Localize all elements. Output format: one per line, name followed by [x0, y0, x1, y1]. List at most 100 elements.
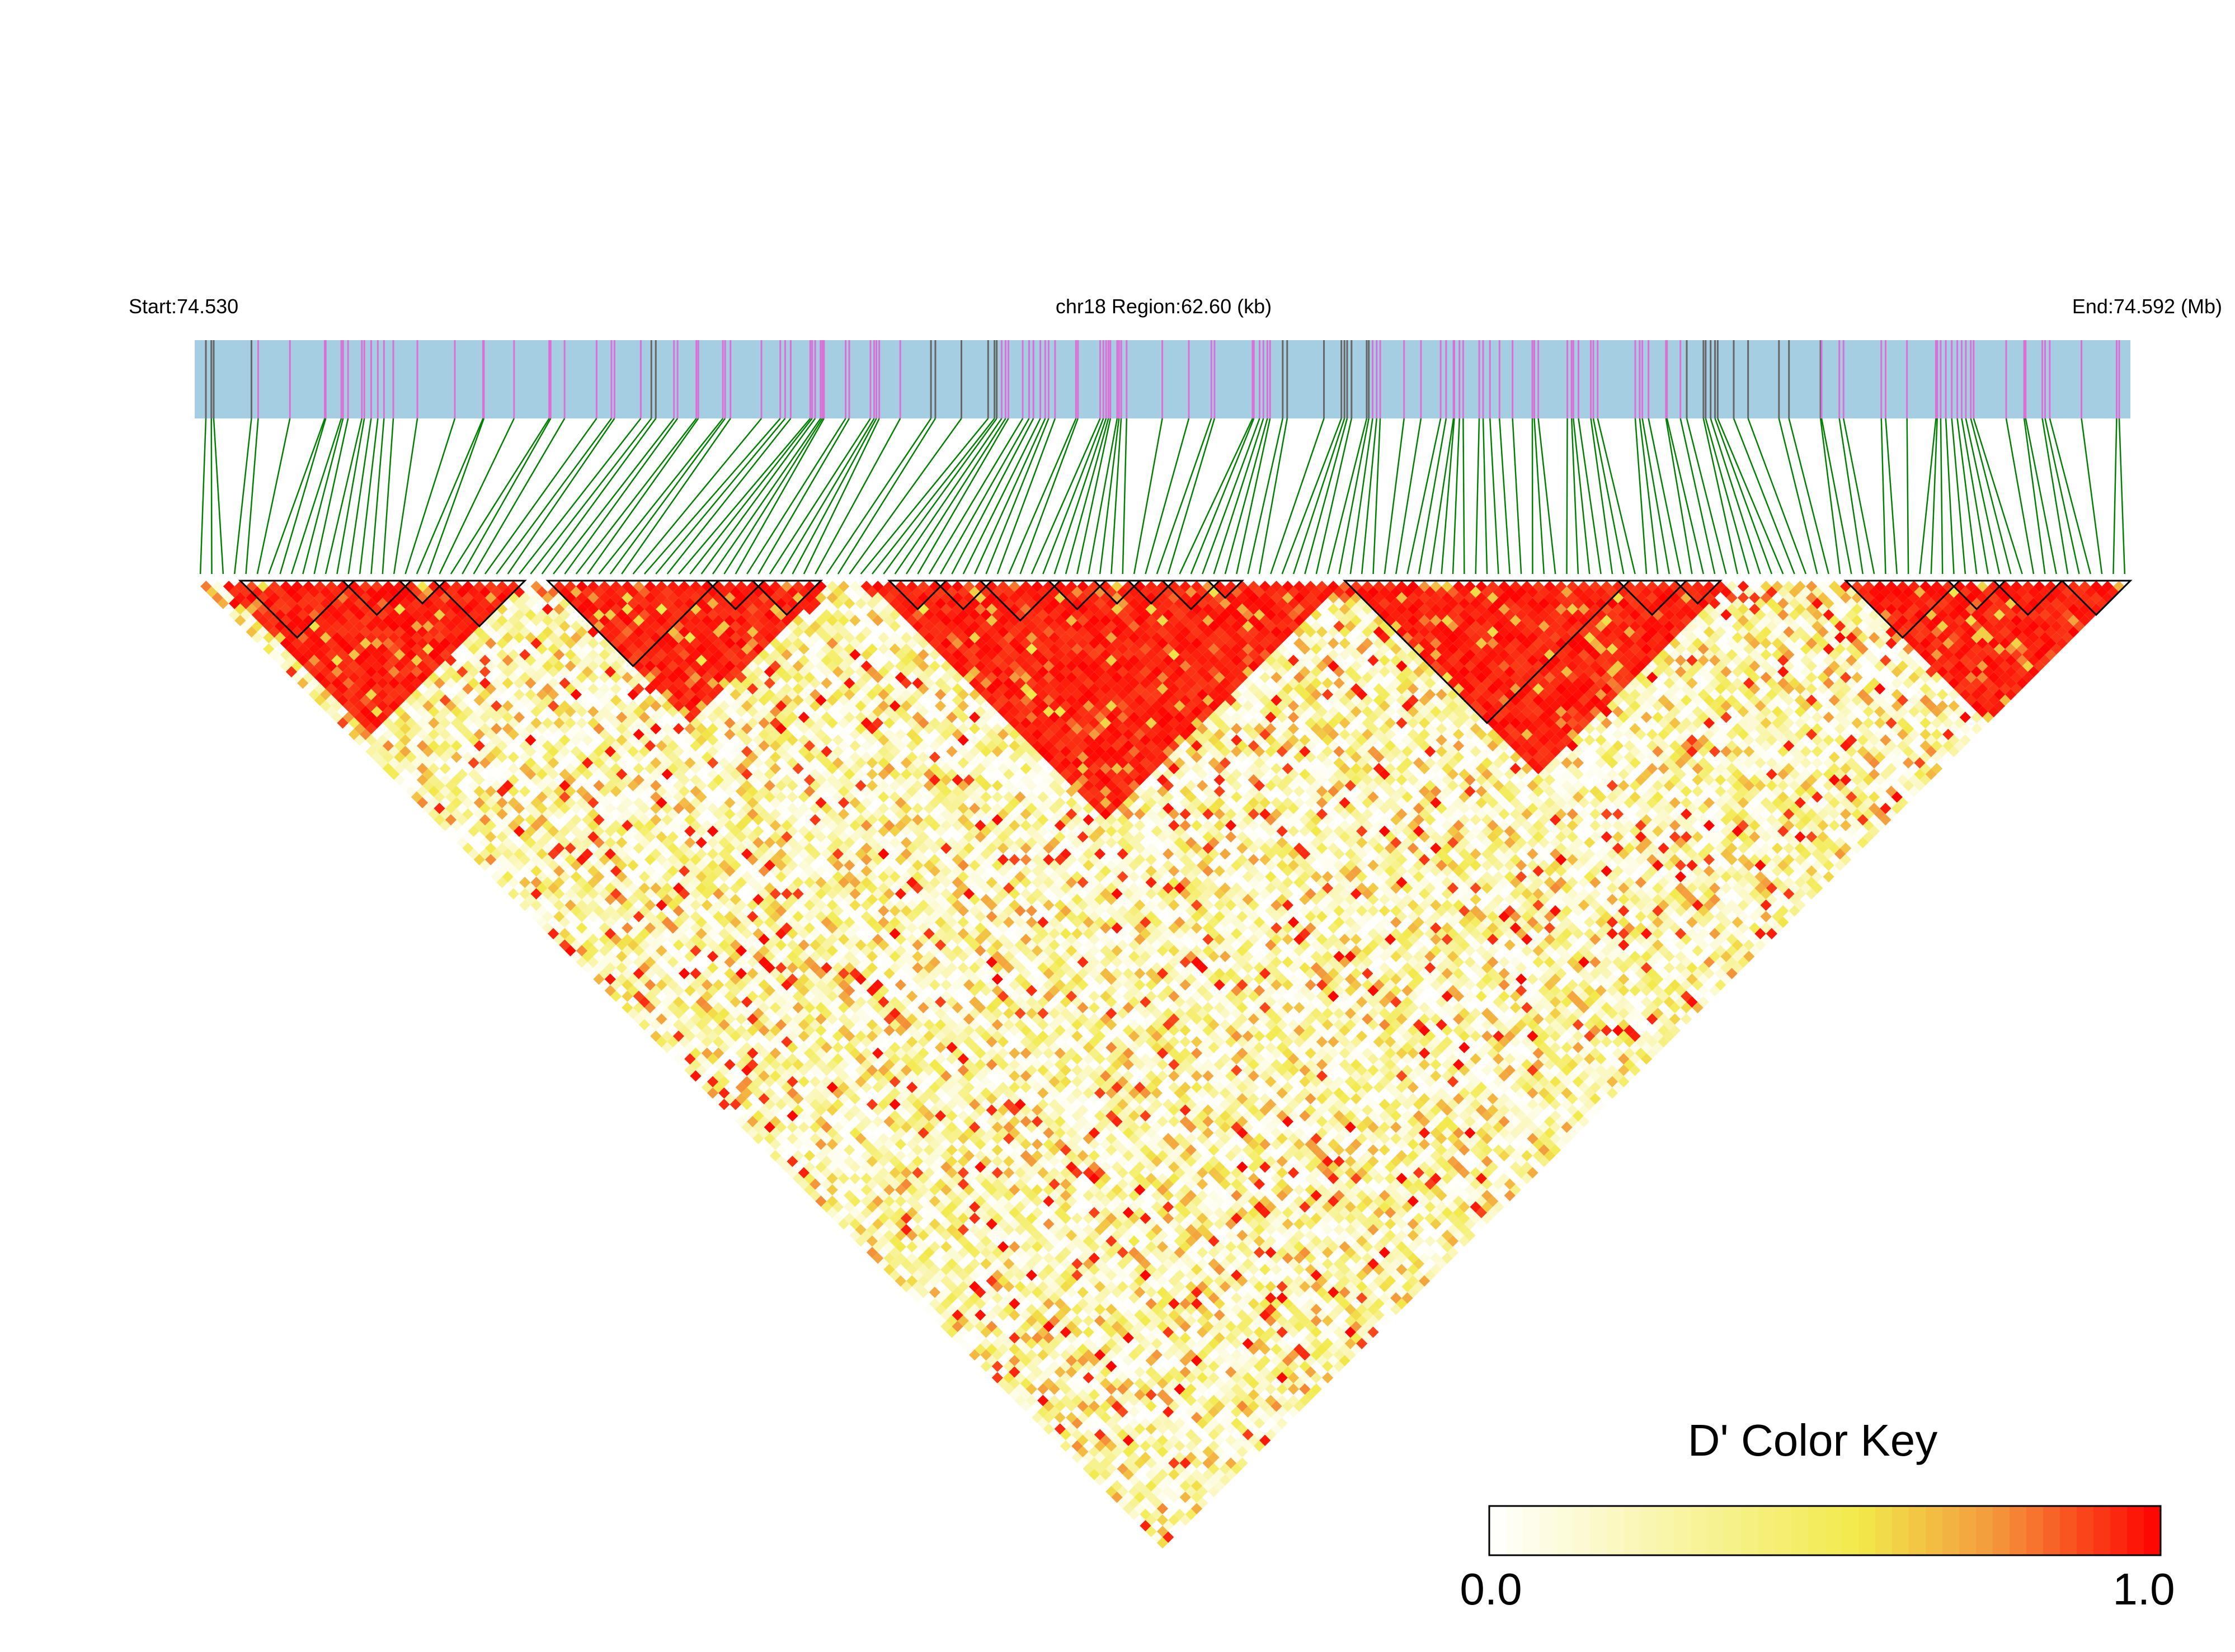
ld-cell	[952, 1332, 963, 1344]
ld-cell	[860, 1218, 872, 1230]
ld-cell	[1111, 1446, 1123, 1458]
snp-connector	[860, 418, 989, 575]
ld-cell	[895, 1275, 907, 1287]
ld-cell	[491, 825, 502, 837]
ld-cell	[553, 899, 565, 911]
ld-cell	[285, 609, 298, 621]
ld-cell	[912, 1258, 924, 1270]
ld-cell	[553, 933, 565, 945]
snp-connector	[1778, 418, 1818, 575]
ld-cell	[297, 643, 309, 655]
ld-cell	[536, 893, 548, 906]
snp-connector	[1747, 418, 1807, 575]
snp-connector	[1710, 418, 1761, 575]
snp-connector	[1717, 418, 1784, 575]
snp-connector	[564, 418, 679, 575]
ld-cell	[536, 859, 548, 871]
snp-connector	[2081, 418, 2103, 575]
ld-cell	[496, 865, 508, 877]
snp-connector	[1714, 418, 1773, 575]
ld-cell	[229, 597, 241, 609]
ld-cell	[513, 848, 525, 860]
ld-cell	[934, 1292, 947, 1304]
ld-cell	[513, 836, 525, 849]
ld-cell	[1111, 1480, 1123, 1492]
ld-cell	[280, 637, 291, 649]
ld-cell	[1071, 1406, 1083, 1418]
snp-connector	[1489, 418, 1499, 575]
ld-cell	[1014, 1361, 1026, 1372]
snp-connector	[1315, 418, 1353, 575]
ld-cell	[1140, 1508, 1151, 1521]
ld-cell	[713, 1047, 724, 1059]
ld-cell	[1083, 1429, 1094, 1441]
ld-cell	[844, 1212, 855, 1224]
snp-connector	[1099, 418, 1120, 575]
ld-cell	[815, 1150, 827, 1161]
ld-cell	[457, 802, 468, 815]
ld-cell	[900, 1246, 912, 1258]
ld-cell	[741, 1076, 753, 1088]
snp-connector	[1590, 418, 1613, 575]
ld-cell	[1156, 1503, 1169, 1514]
start-label: Start:74.530	[129, 295, 238, 318]
ld-cell	[741, 1099, 753, 1110]
ld-cell	[377, 734, 388, 746]
ld-cell	[416, 797, 429, 809]
ld-cell	[1009, 1355, 1020, 1367]
ld-cell	[1100, 1480, 1112, 1492]
ld-cell	[303, 637, 314, 649]
ld-cell	[844, 1223, 855, 1236]
ld-cell	[627, 996, 639, 1008]
snp-connector	[324, 418, 363, 575]
ld-cell	[326, 705, 337, 718]
ld-cell	[878, 1258, 890, 1270]
ld-cell	[1168, 1514, 1180, 1526]
ld-cell	[405, 763, 417, 774]
ld-cell	[502, 882, 514, 894]
ld-cell	[582, 928, 594, 940]
ld-cell	[559, 928, 571, 940]
ld-cell	[724, 1093, 736, 1105]
ld-cell	[1014, 1349, 1026, 1361]
snp-connector	[1224, 418, 1268, 575]
ld-cell	[479, 802, 491, 815]
ld-cell	[354, 677, 366, 689]
ld-cell	[1043, 1423, 1055, 1435]
ld-cell	[1145, 1503, 1157, 1514]
ld-cell	[1054, 1389, 1066, 1401]
ld-cell	[724, 1081, 736, 1093]
ld-cell	[855, 1189, 867, 1202]
ld-cell	[781, 1161, 793, 1173]
ld-cell	[599, 979, 610, 991]
ld-cell	[810, 1189, 821, 1202]
snp-connector	[1145, 418, 1190, 575]
ld-cell	[479, 848, 491, 860]
ld-cell	[382, 763, 394, 774]
ld-cell	[462, 797, 474, 809]
ld-cell	[679, 1036, 690, 1048]
ld-cell	[536, 916, 548, 928]
snp-connector	[1578, 418, 1602, 575]
snp-connector	[1592, 418, 1625, 575]
ld-cell	[297, 655, 309, 666]
ld-cell	[1048, 1383, 1060, 1395]
ld-cell	[319, 689, 332, 700]
ld-cell	[519, 899, 531, 911]
ld-cell	[285, 643, 298, 655]
ld-cell	[1128, 1497, 1140, 1509]
ld-cell	[1156, 1526, 1169, 1537]
ld-cell	[416, 740, 429, 752]
ld-cell	[821, 1167, 832, 1179]
snp-connector	[723, 418, 824, 575]
ld-cell	[342, 712, 354, 723]
snp-connector	[1190, 418, 1255, 575]
ld-cell	[1111, 1491, 1123, 1503]
ld-cell	[821, 1189, 832, 1202]
ld-cell	[1031, 1400, 1043, 1412]
ld-cell	[837, 1207, 850, 1218]
ld-cell	[741, 1121, 753, 1133]
ld-cell	[354, 734, 366, 746]
ld-cell	[952, 1286, 963, 1298]
ld-cell	[360, 705, 371, 718]
